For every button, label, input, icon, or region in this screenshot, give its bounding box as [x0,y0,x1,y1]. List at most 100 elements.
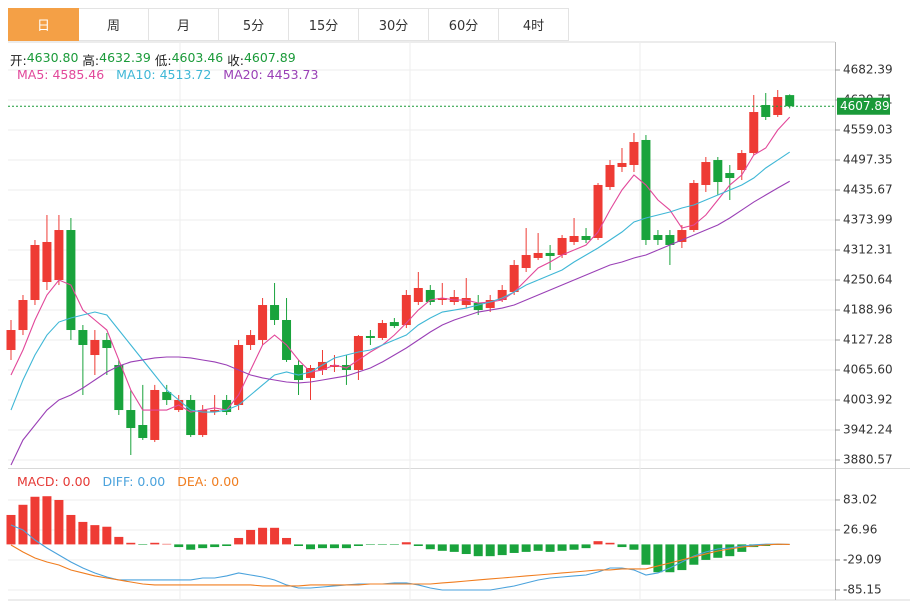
candle-body [689,182,699,231]
candle-body [222,400,232,413]
candle-body [138,425,148,438]
candle-body [737,153,747,170]
candle-body [198,410,208,436]
period-tab[interactable]: 4时 [499,8,569,41]
candle-body [533,252,543,258]
macd-bar [6,514,16,545]
y-tick-label: 4373.99 [843,213,893,227]
macd-bar [569,544,579,550]
macd-legend: MACD: 0.00 DIFF: 0.00 DEA: 0.00 [17,474,251,489]
ohlc-value: 4607.89 [243,50,296,65]
candle-body [413,287,423,303]
candle-body [605,164,615,188]
ma-legend-item: MA10: 4513.72 [116,67,212,82]
y-tick-label: -85.15 [843,582,882,596]
macd-bar [198,544,208,549]
y-tick-label: 3880.57 [843,452,893,466]
candle-body [617,162,627,167]
candle-body [713,160,723,183]
ohlc-legend: 开: 4630.80 高: 4632.39 低: 4603.46 收: 4607.89 [10,50,300,69]
macd-bar [317,544,327,549]
candle-body [42,241,52,283]
macd-bar [725,544,735,557]
y-tick-label: 4127.28 [843,332,893,346]
last-price-label: 4607.89 [840,99,890,113]
candle-body [521,255,531,269]
candle-body [677,230,687,242]
y-tick-label: 83.02 [843,492,877,506]
macd-bar [30,496,40,545]
period-tab[interactable]: 周 [79,8,149,41]
period-tab[interactable]: 15分 [289,8,359,41]
candle-body [389,322,399,327]
candle-body [186,400,196,436]
macd-bar [653,544,663,573]
macd-bar [54,499,64,545]
macd-bar [665,544,675,573]
macd-bar [557,544,567,551]
macd-bar [353,544,363,546]
candle-body [569,235,579,242]
macd-line [10,524,790,591]
macd-bar [90,525,100,545]
macd-bar [306,544,315,550]
period-tab[interactable]: 日 [8,8,79,41]
candle-body [401,294,411,326]
macd-bar [689,544,699,565]
macd-bar [377,544,387,545]
macd-bar [617,544,627,548]
y-tick-label: 4312.31 [843,243,893,257]
macd-bar [341,544,351,549]
candle-body [282,319,292,360]
period-tab[interactable]: 5分 [219,8,289,41]
macd-bar [485,544,495,557]
macd-bar [18,504,28,545]
period-tab[interactable]: 30分 [359,8,429,41]
macd-bar [581,544,591,549]
candle-body [593,184,603,238]
candle-body [749,112,759,154]
ma-legend-item: MA20: 4453.73 [223,67,319,82]
macd-bar [437,544,447,551]
candle-body [210,410,220,413]
macd-bar [246,529,256,545]
macd-bar [186,544,196,550]
candle-body [162,391,172,401]
period-tab[interactable]: 60分 [429,8,499,41]
macd-bar [174,544,184,548]
macd-bar [329,544,339,549]
candle-body [509,264,519,292]
candle-body [761,105,771,117]
macd-bar [593,541,603,545]
candle-body [317,361,327,370]
candle-body [258,305,268,340]
macd-bar [641,544,651,565]
macd-bar [425,544,435,550]
candle-body [785,95,795,107]
period-tab[interactable]: 月 [149,8,219,41]
macd-legend-item: DIFF: 0.00 [102,474,166,489]
macd-bar [533,544,543,551]
candle-body [485,300,495,309]
macd-bar [294,544,304,546]
macd-line [10,543,790,587]
macd-bar [78,521,88,545]
macd-bar [114,536,124,545]
ma-legend: MA5: 4585.46 MA10: 4513.72 MA20: 4453.73 [17,67,330,82]
macd-bar [737,544,747,552]
period-tabs: 日周月 5分 15分 30分 60分 4时 [8,8,569,41]
macd-bar [234,537,244,545]
candle-body [6,330,16,351]
macd-bar [521,544,531,552]
macd-bar [126,542,136,545]
y-tick-label: 4435.67 [843,183,893,197]
candle-body [365,335,375,338]
macd-bar [461,544,471,555]
candle-body [329,364,339,367]
ma-line [10,180,790,466]
ohlc-label: 开: [10,53,27,68]
candle-body [701,162,711,185]
y-tick-label: 4250.64 [843,272,893,286]
candle-body [545,252,555,256]
